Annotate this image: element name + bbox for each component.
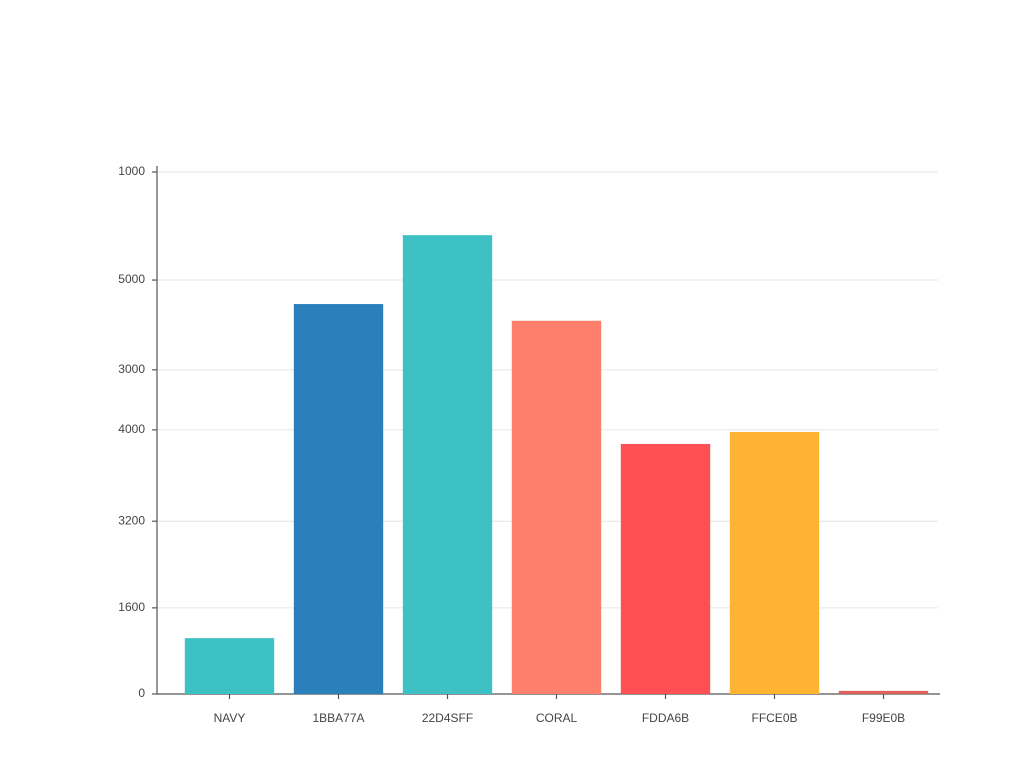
y-tick-label: 5000: [118, 272, 145, 286]
y-tick-label: 4000: [118, 422, 145, 436]
x-tick-label: NAVY: [214, 711, 246, 725]
bar: [184, 638, 275, 694]
y-tick-label: 3200: [118, 513, 145, 527]
bar: [838, 690, 929, 694]
y-tick-label: 1600: [118, 600, 145, 614]
x-tick-label: CORAL: [536, 711, 578, 725]
x-tick-label: 22D4SFF: [422, 711, 473, 725]
x-tick-label: 1BBA77A: [312, 711, 364, 725]
bar: [402, 235, 493, 695]
bar: [293, 304, 384, 694]
y-tick-label: 0: [138, 686, 145, 700]
bar: [729, 431, 820, 694]
x-tick-label: FFCE0B: [751, 711, 797, 725]
x-tick-label: F99E0B: [862, 711, 905, 725]
y-tick-label: 1000: [118, 164, 145, 178]
bar: [511, 320, 602, 694]
bar: [620, 443, 711, 694]
y-tick-label: 3000: [118, 362, 145, 376]
x-tick-label: FDDA6B: [642, 711, 689, 725]
